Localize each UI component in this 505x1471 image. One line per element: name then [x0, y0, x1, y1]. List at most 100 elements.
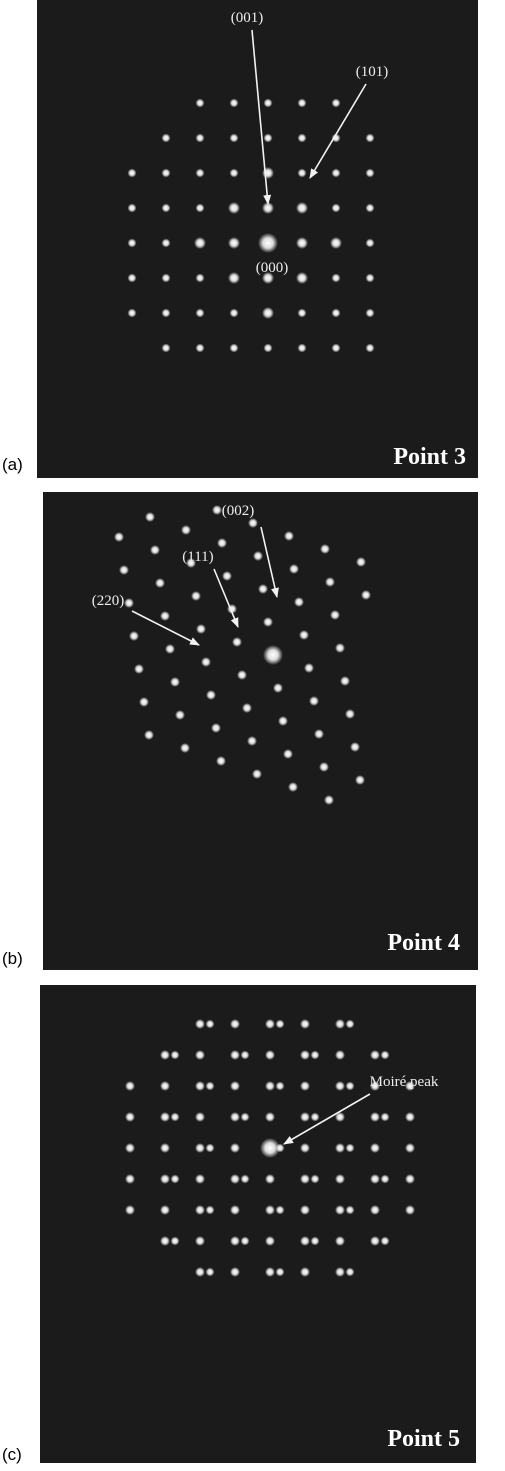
diffraction-spot [319, 762, 329, 772]
diffraction-spot [381, 1175, 390, 1184]
diffraction-spot [171, 1237, 180, 1246]
diffraction-spot [206, 1206, 215, 1215]
diffraction-spot [125, 1112, 135, 1122]
diffraction-spot [346, 1082, 355, 1091]
diffraction-spot [345, 709, 355, 719]
diffraction-spot [298, 344, 307, 353]
diffraction-spot [296, 237, 308, 249]
diffraction-spot [300, 1081, 310, 1091]
diffraction-spot [309, 696, 319, 706]
diffraction-spot [325, 577, 335, 587]
diffraction-spot [124, 598, 134, 608]
diffraction-spot [294, 597, 304, 607]
diffraction-spot [160, 1143, 170, 1153]
diffraction-spot [195, 1174, 205, 1184]
diffraction-spot [230, 1236, 240, 1246]
diffraction-spot [300, 1236, 310, 1246]
diffraction-spot [340, 676, 350, 686]
diffraction-spot [265, 1112, 275, 1122]
diffraction-spot [128, 169, 137, 178]
diffraction-spot [366, 169, 375, 178]
diffraction-spot [196, 134, 205, 143]
diffraction-spot [370, 1112, 380, 1122]
diffraction-spot [335, 1236, 345, 1246]
diffraction-spot [366, 134, 375, 143]
diffraction-spot [265, 1019, 275, 1029]
diffraction-spot [195, 1081, 205, 1091]
diffraction-spot [241, 1175, 250, 1184]
diffraction-spot [370, 1174, 380, 1184]
diffraction-spot [381, 1113, 390, 1122]
diffraction-spot [355, 775, 365, 785]
diffraction-spot [298, 134, 307, 143]
panel-label: (a) [2, 455, 23, 474]
diffraction-spot [273, 683, 283, 693]
diffraction-spot [335, 1174, 345, 1184]
diffraction-spot [195, 1205, 205, 1215]
diffraction-spot [298, 309, 307, 318]
diffraction-spot [128, 274, 137, 283]
diffraction-spot [366, 274, 375, 283]
diffraction-spot [366, 309, 375, 318]
spots-c [125, 1019, 415, 1277]
diffraction-spot [241, 1113, 250, 1122]
diffraction-spot [242, 703, 252, 713]
diffraction-spot [241, 1237, 250, 1246]
diffraction-spot [324, 795, 334, 805]
diffraction-spot [145, 512, 155, 522]
diffraction-spot [155, 578, 165, 588]
diffraction-spot [125, 1174, 135, 1184]
diffraction-spot [366, 204, 375, 213]
diffraction-spot [160, 1050, 170, 1060]
diffraction-spot [160, 1205, 170, 1215]
diffraction-spot [230, 169, 239, 178]
diffraction-spot [298, 99, 307, 108]
diffraction-spot [332, 99, 341, 108]
diffraction-spot [330, 237, 342, 249]
diffraction-spot [370, 1143, 380, 1153]
diffraction-spot [241, 1051, 250, 1060]
annotation: (002) [222, 503, 255, 519]
diffraction-spot [284, 531, 294, 541]
diffraction-spot [356, 557, 366, 567]
diffraction-spot [258, 233, 278, 253]
diffraction-spot [265, 1267, 275, 1277]
figure: (001) (101) (000) Point 3 (a) (002) (111… [0, 0, 505, 1471]
diffraction-spot [335, 1267, 345, 1277]
diffraction-spot [265, 1236, 275, 1246]
diffraction-spot [278, 716, 288, 726]
diffraction-spot [332, 274, 341, 283]
diffraction-spot [262, 307, 274, 319]
diffraction-spot [296, 272, 308, 284]
diffraction-spot [162, 344, 171, 353]
diffraction-spot [335, 1081, 345, 1091]
diffraction-spot [216, 756, 226, 766]
panel-b-image [43, 492, 478, 970]
diffraction-spot [230, 1050, 240, 1060]
diffraction-spot [370, 1236, 380, 1246]
diffraction-spot [264, 134, 273, 143]
diffraction-spot [366, 239, 375, 248]
diffraction-spot [191, 591, 201, 601]
diffraction-spot [276, 1144, 285, 1153]
diffraction-spot [171, 1113, 180, 1122]
diffraction-spot [311, 1237, 320, 1246]
diffraction-spot [134, 664, 144, 674]
diffraction-spot [381, 1051, 390, 1060]
diffraction-spot [222, 571, 232, 581]
diffraction-spot [370, 1205, 380, 1215]
diffraction-spot [332, 309, 341, 318]
diffraction-spot [128, 204, 137, 213]
diffraction-spot [361, 590, 371, 600]
diffraction-spot [265, 1205, 275, 1215]
diffraction-spot [253, 551, 263, 561]
diffraction-spot [258, 584, 268, 594]
panel-c-image [40, 985, 476, 1463]
diffraction-spot [264, 99, 273, 108]
diffraction-spot [346, 1206, 355, 1215]
diffraction-spot [232, 637, 242, 647]
diffraction-spot [196, 99, 205, 108]
panel-title: Point 5 [387, 1426, 460, 1452]
diffraction-spot [248, 518, 258, 528]
panel-label: (c) [2, 1445, 22, 1464]
